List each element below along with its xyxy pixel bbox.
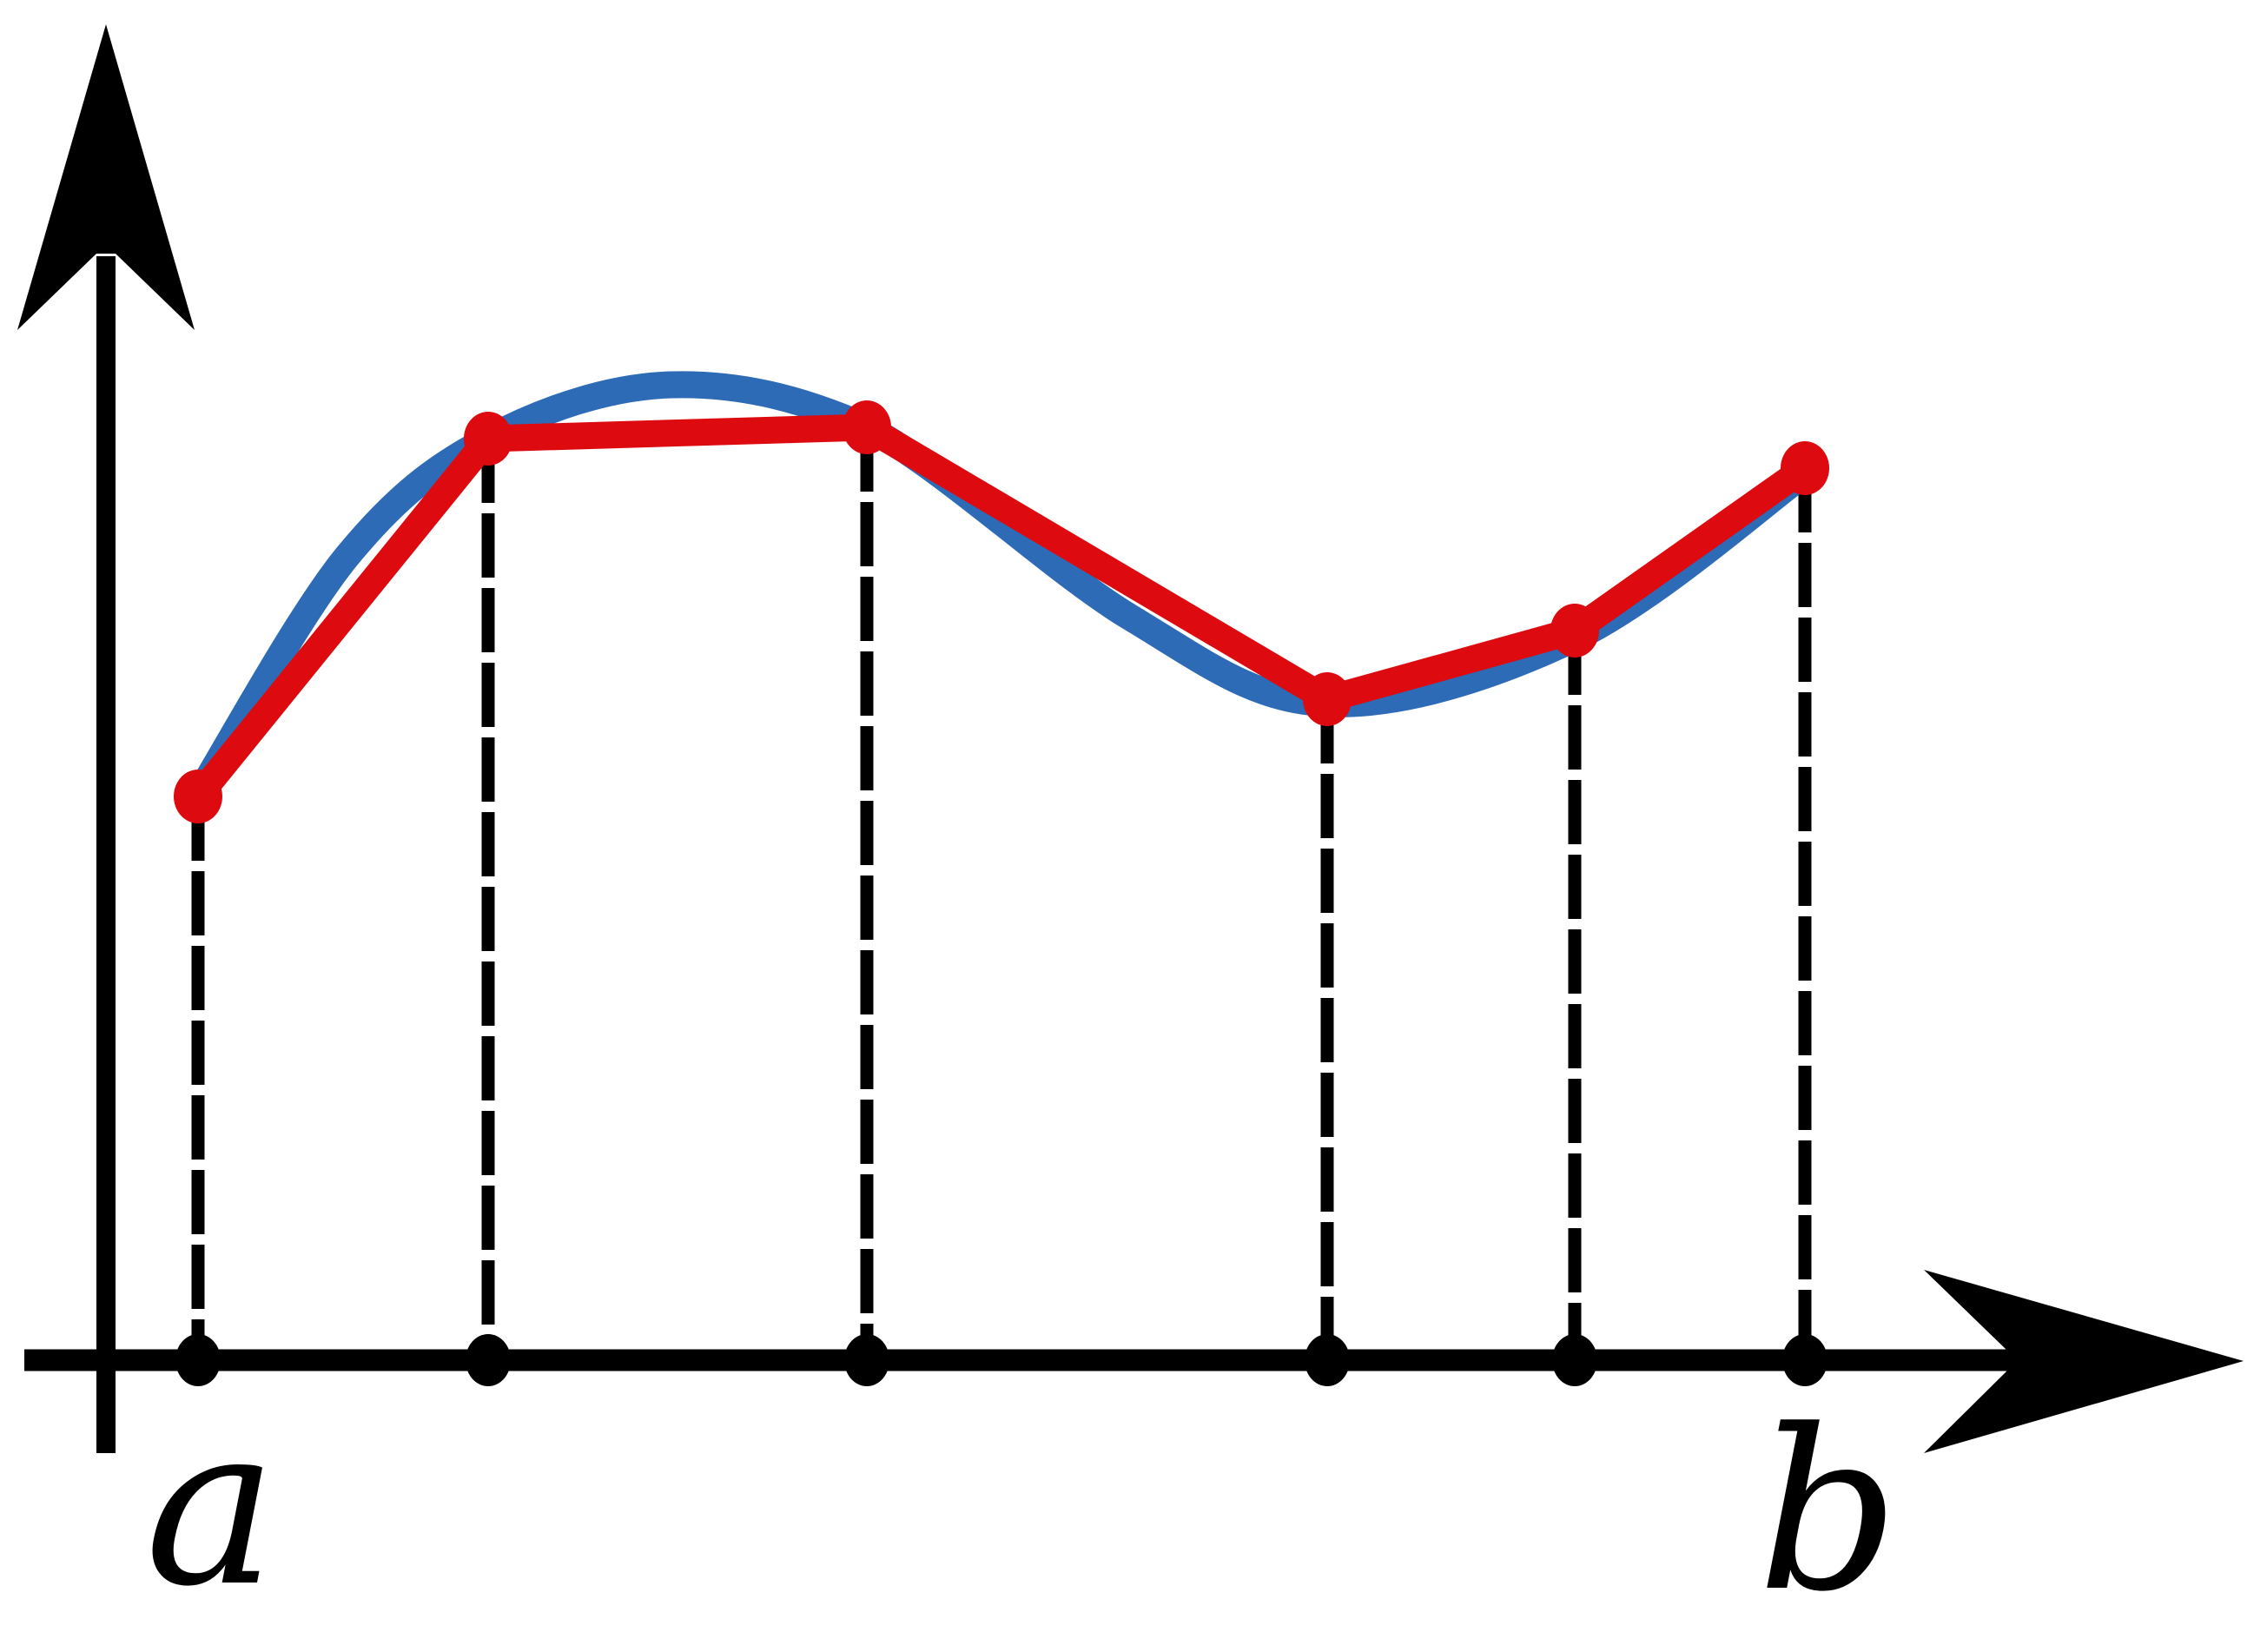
x-axis-arrowhead-icon [1924,1270,2244,1453]
drop-lines-group [191,427,1812,1360]
axes-group [17,24,2244,1453]
axis-tick-dot [175,1334,221,1386]
sample-point-dot [464,412,512,466]
axis-tick-dot [466,1334,511,1386]
sample-points-group [174,400,1829,823]
sample-point-dot [1550,604,1599,657]
secant-polyline [184,413,1819,810]
curves-group [184,371,1819,810]
sample-point-dot [174,770,222,823]
x-axis-label-b: b [1757,1383,1899,1641]
x-axis-label-a: a [145,1378,277,1635]
axis-tick-dot [844,1334,889,1386]
sample-point-dot [843,400,891,454]
axis-tick-dot [1305,1334,1350,1386]
axis-tick-dot [1782,1334,1827,1386]
y-axis-arrowhead-icon [17,24,195,330]
axis-dots-group [175,1334,1827,1386]
axis-tick-dot [1552,1334,1597,1386]
sample-point-dot [1303,672,1352,726]
function-curve [186,371,1814,803]
sample-point-dot [1781,441,1829,495]
